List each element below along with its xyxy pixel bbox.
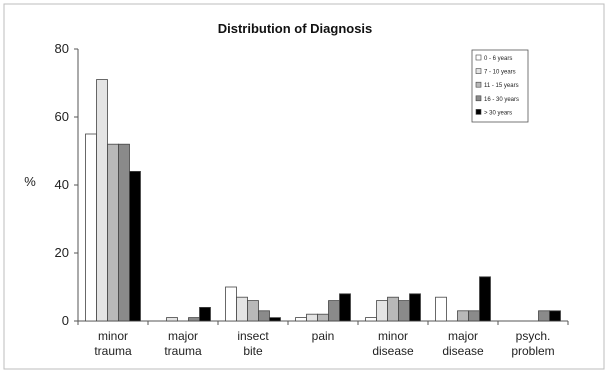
bar	[118, 143, 130, 322]
x-tick-label: minor	[98, 329, 128, 343]
legend-box	[471, 49, 529, 123]
bar	[376, 300, 388, 322]
bar	[188, 317, 200, 322]
x-tick-label: trauma	[164, 344, 202, 358]
bar	[199, 306, 211, 322]
legend-swatch	[475, 95, 482, 102]
x-tick-label: disease	[372, 344, 414, 358]
legend-label: 16 - 30 years	[484, 97, 519, 103]
x-tick-label: insect	[237, 329, 269, 343]
bar	[247, 300, 259, 322]
bar	[538, 310, 550, 322]
chart-title: Distribution of Diagnosis	[218, 21, 373, 36]
legend-swatch	[475, 109, 482, 115]
legend-swatch	[475, 81, 482, 88]
x-tick-label: trauma	[94, 344, 132, 358]
bar	[435, 296, 447, 322]
legend-swatch	[475, 54, 482, 61]
legend-label: 0 - 6 years	[484, 56, 512, 62]
bar	[225, 286, 237, 322]
legend: 0 - 6 years 7 - 10 years 11 - 15 years 16 -…	[471, 49, 529, 123]
bar	[317, 313, 329, 322]
bar	[258, 310, 270, 322]
bar	[339, 293, 351, 322]
legend-label: > 30 years	[484, 110, 512, 116]
bar	[479, 276, 491, 322]
y-tick-label: 80	[55, 41, 69, 56]
y-tick-label: 20	[55, 245, 69, 260]
x-tick-label: psych.	[516, 329, 551, 343]
x-tick-label: major	[168, 329, 198, 343]
bar	[365, 317, 377, 322]
y-tick-label: 0	[62, 313, 69, 328]
bar	[409, 293, 421, 322]
bar	[236, 296, 248, 322]
legend-swatch	[475, 68, 482, 74]
y-axis-label: %	[24, 174, 36, 189]
bar	[107, 143, 119, 322]
bar	[269, 317, 281, 322]
legend-label: 7 - 10 years	[484, 70, 516, 76]
bar	[129, 170, 141, 322]
plot-area: 020406080minortraumamajortraumainsectbit…	[55, 41, 569, 358]
bar	[166, 317, 178, 322]
x-tick-label: bite	[243, 344, 263, 358]
x-tick-label: pain	[312, 329, 335, 343]
bar	[328, 300, 340, 322]
x-tick-label: disease	[442, 344, 484, 358]
bar	[85, 133, 97, 322]
bar	[398, 300, 410, 322]
bar	[468, 310, 480, 322]
y-tick-label: 40	[55, 177, 69, 192]
x-tick-label: major	[448, 329, 478, 343]
bar	[387, 296, 399, 322]
x-tick-label: minor	[378, 329, 408, 343]
bar	[457, 310, 469, 322]
legend-label: 11 - 15 years	[484, 83, 519, 89]
bar	[295, 317, 307, 322]
bar	[96, 79, 108, 322]
bar	[306, 313, 318, 322]
y-tick-label: 60	[55, 109, 69, 124]
x-tick-label: problem	[511, 344, 554, 358]
bar	[549, 310, 561, 322]
